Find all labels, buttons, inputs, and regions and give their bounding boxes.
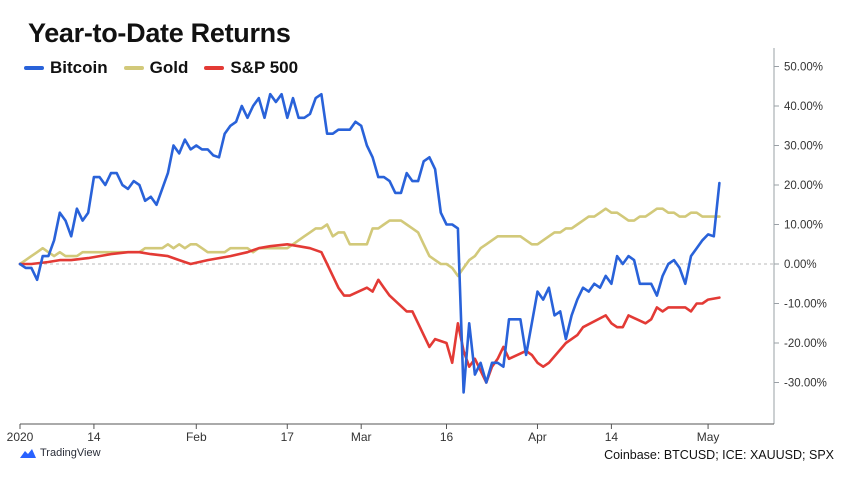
chart-title: Year-to-Date Returns xyxy=(28,18,291,48)
legend-item-sp500[interactable]: S&P 500 xyxy=(204,58,298,78)
legend-item-bitcoin[interactable]: Bitcoin xyxy=(24,58,108,78)
legend-item-gold[interactable]: Gold xyxy=(123,58,189,78)
legend-swatch-bitcoin xyxy=(24,66,44,70)
series-line-bitcoin xyxy=(18,92,721,394)
x-tick-label: 14 xyxy=(87,430,101,444)
y-tick-label: 0.00% xyxy=(784,259,817,271)
x-tick-label: Feb xyxy=(186,430,207,444)
brand-label: TradingView xyxy=(40,447,101,459)
y-tick-label: 10.00% xyxy=(784,220,823,232)
y-tick-label: -10.00% xyxy=(784,299,827,311)
tradingview-brand[interactable]: TradingView xyxy=(20,447,101,459)
x-tick-label: May xyxy=(697,430,720,444)
y-tick-label: -20.00% xyxy=(784,338,827,350)
tradingview-logo-icon xyxy=(20,449,36,458)
series-line-s-p-500 xyxy=(18,243,721,384)
x-tick-label: 16 xyxy=(440,430,454,444)
x-tick-label: 17 xyxy=(281,430,295,444)
y-tick-label: 40.00% xyxy=(784,101,823,113)
x-tick-label: Mar xyxy=(351,430,372,444)
legend-label-gold: Gold xyxy=(149,58,189,77)
y-tick-label: 20.00% xyxy=(784,180,823,192)
data-source: Coinbase: BTCUSD; ICE: XAUUSD; SPX xyxy=(604,448,834,462)
legend-swatch-gold xyxy=(123,66,144,70)
y-tick-label: -30.00% xyxy=(784,378,827,390)
y-tick-label: 50.00% xyxy=(784,62,823,74)
chart-legend: Bitcoin Gold S&P 500 xyxy=(24,58,298,78)
legend-label-sp500: S&P 500 xyxy=(230,58,299,77)
legend-label-bitcoin: Bitcoin xyxy=(50,58,108,77)
x-tick-label: Apr xyxy=(528,430,547,444)
x-tick-label: 14 xyxy=(605,430,619,444)
y-tick-label: 30.00% xyxy=(784,141,823,153)
legend-swatch-sp500 xyxy=(204,66,225,70)
x-tick-label: 2020 xyxy=(7,430,34,444)
